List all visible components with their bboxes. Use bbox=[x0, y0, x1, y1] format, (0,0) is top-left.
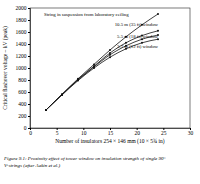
series-marker bbox=[77, 79, 79, 81]
series-line bbox=[46, 31, 158, 110]
series-marker bbox=[45, 109, 47, 111]
x-tick: 10 bbox=[81, 128, 87, 136]
y-tick-mark bbox=[28, 32, 30, 33]
y-tick-mark bbox=[28, 104, 30, 105]
series-marker bbox=[157, 13, 159, 15]
series-marker bbox=[93, 67, 95, 69]
x-tick-label: 25 bbox=[161, 130, 167, 136]
x-tick: 20 bbox=[134, 128, 140, 136]
x-tick: 5 bbox=[56, 128, 59, 136]
x-tick: 15 bbox=[108, 128, 114, 136]
y-tick: 1000 bbox=[16, 65, 31, 71]
y-tick-mark bbox=[28, 8, 30, 9]
series-marker bbox=[77, 80, 79, 82]
x-tick-label: 10 bbox=[81, 130, 87, 136]
series-line bbox=[46, 39, 158, 110]
x-tick-label: 20 bbox=[134, 130, 140, 136]
y-tick-mark bbox=[28, 116, 30, 117]
y-tick-label: 1200 bbox=[16, 53, 27, 59]
curve-label: 10.5 m (35 ft) window bbox=[115, 22, 159, 27]
x-tick: 25 bbox=[161, 128, 167, 136]
caption: V-strings (after Aakin et al.) bbox=[4, 163, 60, 168]
plot-frame bbox=[30, 8, 190, 128]
y-tick: 1400 bbox=[16, 41, 31, 47]
y-tick-label: 1400 bbox=[16, 41, 27, 47]
x-axis: 0 5 10 15 20 25 30 bbox=[29, 128, 193, 136]
y-tick: 1600 bbox=[16, 29, 31, 35]
y-tick: 1200 bbox=[16, 53, 31, 59]
y-axis: 0 200 400 600 800 1000 1200 1400 1600 1800 2000 bbox=[16, 5, 31, 131]
series-line bbox=[46, 14, 158, 110]
x-tick-label: 0 bbox=[29, 130, 32, 136]
y-tick: 400 bbox=[18, 101, 30, 107]
series-marker bbox=[45, 109, 47, 111]
y-tick-label: 1000 bbox=[16, 65, 27, 71]
y-tick-mark bbox=[28, 44, 30, 45]
y-tick: 2000 bbox=[16, 5, 31, 11]
series-marker bbox=[109, 54, 111, 56]
y-tick-mark bbox=[28, 56, 30, 57]
y-tick-label: 200 bbox=[18, 113, 27, 119]
y-tick: 0 bbox=[24, 125, 30, 131]
y-tick-mark bbox=[28, 68, 30, 69]
x-tick-label: 30 bbox=[188, 130, 194, 136]
x-tick-label: 5 bbox=[56, 130, 59, 136]
y-axis-line bbox=[28, 9, 31, 129]
y-tick-mark bbox=[28, 80, 30, 81]
series-marker bbox=[157, 30, 159, 32]
curve-label: 5.5 m (18 ft) window bbox=[117, 34, 158, 39]
y-tick-label: 1600 bbox=[16, 29, 27, 35]
series-marker bbox=[61, 93, 63, 95]
y-tick: 600 bbox=[18, 89, 30, 95]
series-marker bbox=[157, 38, 159, 40]
x-tick: 0 bbox=[29, 128, 32, 136]
series-marker bbox=[109, 49, 111, 51]
y-tick: 800 bbox=[18, 77, 30, 83]
y-tick-label: 600 bbox=[18, 89, 27, 95]
series-marker bbox=[141, 38, 143, 40]
x-axis-title: Number of insulators 254 × 146 mm (10 × … bbox=[55, 138, 164, 145]
series-marker bbox=[45, 109, 47, 111]
curve-labels: String in suspension from laboratory cei… bbox=[44, 12, 159, 49]
plot-area bbox=[45, 13, 159, 111]
caption: Figure 9.1: Proximity effect of tower wi… bbox=[3, 156, 166, 161]
series-marker bbox=[61, 93, 63, 95]
series-marker bbox=[61, 94, 63, 96]
y-tick-mark bbox=[28, 128, 30, 129]
series-line bbox=[46, 35, 158, 110]
x-tick: 30 bbox=[188, 128, 194, 136]
y-tick-label: 400 bbox=[18, 101, 27, 107]
y-axis-title: Critical flashover voltage – kV (peak) bbox=[2, 26, 9, 110]
y-tick-label: 0 bbox=[24, 125, 27, 131]
curve-label: String in suspension from laboratory cei… bbox=[44, 12, 129, 17]
chart: 0 5 10 15 20 25 30 0 200 400 600 800 1000 1200 1400 160… bbox=[0, 0, 200, 184]
y-tick: 1800 bbox=[16, 17, 31, 23]
y-tick-mark bbox=[28, 92, 30, 93]
series-marker bbox=[109, 56, 111, 58]
y-tick-label: 2000 bbox=[16, 5, 27, 11]
y-tick-mark bbox=[28, 20, 30, 21]
x-tick-label: 15 bbox=[108, 130, 114, 136]
series-marker bbox=[45, 109, 47, 111]
series-marker bbox=[109, 52, 111, 54]
y-tick-label: 1800 bbox=[16, 17, 27, 23]
series-marker bbox=[93, 65, 95, 67]
y-tick-label: 800 bbox=[18, 77, 27, 83]
series-marker bbox=[61, 93, 63, 95]
y-tick: 200 bbox=[18, 113, 30, 119]
curve-label: 3.7 m (12 ft) window bbox=[117, 44, 158, 49]
